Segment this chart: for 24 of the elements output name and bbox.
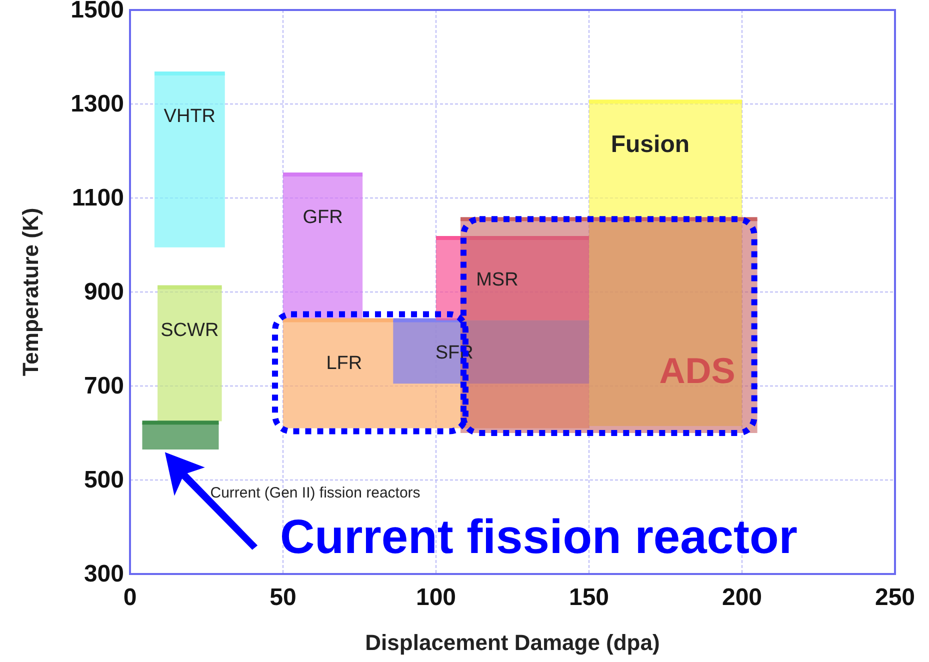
- x-tick-label: 100: [416, 584, 456, 612]
- series-label: Fusion: [610, 131, 690, 158]
- annotation: Current (Gen II) fission reactors: [210, 484, 420, 502]
- text: ADS: [659, 350, 736, 391]
- series-label: VHTR: [164, 106, 216, 128]
- x-tick-label: 0: [123, 584, 137, 612]
- y-tick-label: 1100: [72, 184, 124, 212]
- series-label: GFR: [302, 207, 343, 228]
- y-tick-label: 1500: [70, 0, 124, 24]
- y-tick-label: 300: [84, 560, 124, 588]
- series-label: SCWR: [160, 320, 219, 341]
- x-tick-label: 150: [568, 584, 610, 612]
- x-tick-label: 250: [874, 584, 916, 612]
- x-tick-label: 50: [270, 584, 296, 612]
- x-axis-title: Displacement Damage (dpa): [365, 630, 660, 655]
- y-tick-label: 700: [84, 372, 124, 400]
- y-axis-title: Temperature (K): [18, 208, 43, 376]
- y-tick-label: 500: [84, 466, 124, 494]
- series-label: LFR: [326, 352, 362, 374]
- x-tick-label: 200: [722, 584, 762, 612]
- annotation: Current fission reactor: [280, 511, 798, 564]
- y-tick-label: 900: [84, 278, 124, 306]
- y-tick-label: 1300: [70, 90, 124, 118]
- series-label: MSR: [476, 270, 518, 291]
